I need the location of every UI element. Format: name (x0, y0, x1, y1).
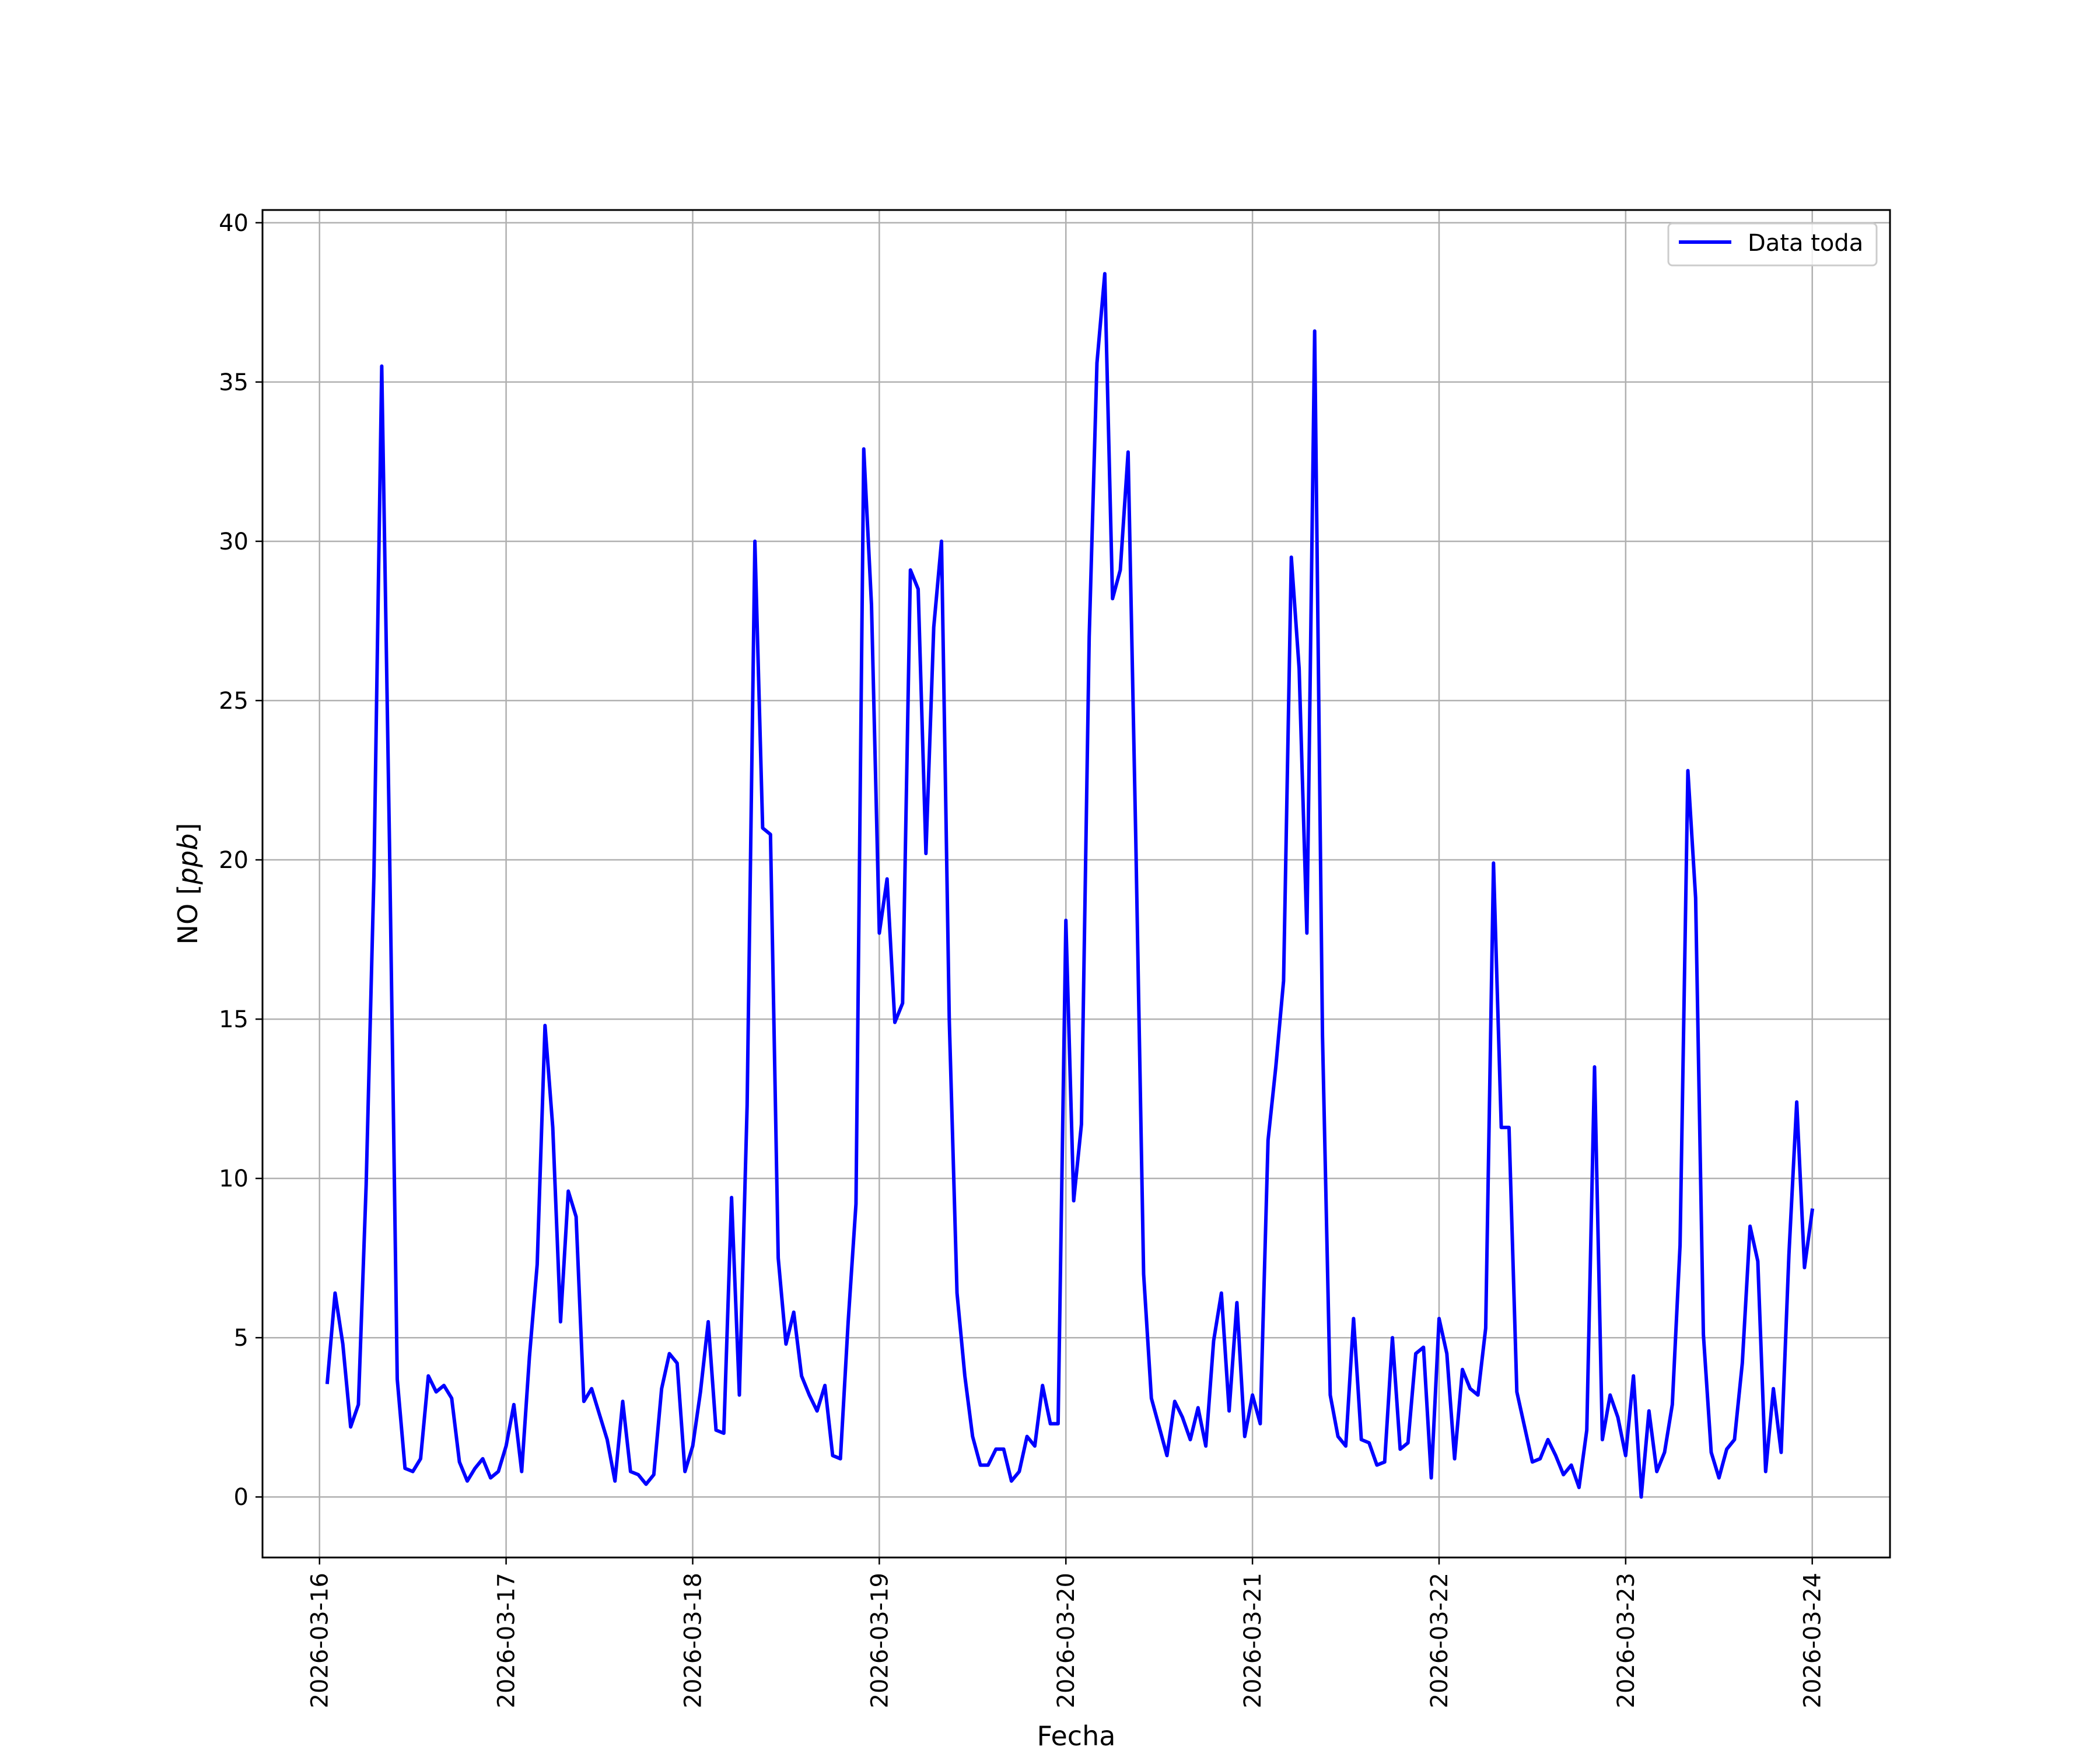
y-tick-label: 0 (234, 1484, 249, 1511)
y-tick-label: 25 (219, 688, 249, 715)
series-line (325, 272, 1815, 1499)
ticks: 0 5 10 15 20 25 30 35 40 2026-03-16 2026-03-17 2026… (219, 210, 1826, 1709)
x-tick-label: 2026-03-17 (494, 1573, 520, 1708)
y-tick-label: 20 (219, 847, 249, 874)
x-tick-label: 2026-03-19 (866, 1573, 893, 1708)
legend-box (1667, 222, 1878, 267)
legend-label: Data toda (1748, 230, 1863, 257)
x-axis-label: Fecha (1037, 1720, 1116, 1750)
series-layer (325, 272, 1815, 1499)
y-axis-label: NO [ppb] (172, 823, 204, 945)
legend: Data toda (1667, 222, 1878, 267)
y-axis-label-bracket: ] (172, 823, 204, 834)
y-axis-label-unit: ppb (172, 834, 204, 886)
plot-frame (261, 209, 1891, 1559)
y-tick-label: 35 (219, 369, 249, 396)
x-tick-label: 2026-03-22 (1426, 1573, 1453, 1708)
x-tick-label: 2026-03-18 (680, 1573, 706, 1708)
x-tick-label: 2026-03-23 (1613, 1573, 1640, 1708)
y-axis-label-text: NO [ (172, 884, 204, 944)
y-tick-label: 30 (219, 528, 249, 555)
y-tick-label: 40 (219, 210, 249, 237)
y-tick-label: 15 (219, 1006, 249, 1033)
x-tick-label: 2026-03-20 (1053, 1573, 1080, 1708)
x-tick-label: 2026-03-24 (1800, 1573, 1826, 1708)
y-tick-label: 10 (219, 1166, 249, 1192)
x-tick-label: 2026-03-16 (307, 1573, 334, 1708)
x-tick-label: 2026-03-21 (1240, 1573, 1266, 1708)
y-tick-label: 5 (234, 1325, 249, 1352)
